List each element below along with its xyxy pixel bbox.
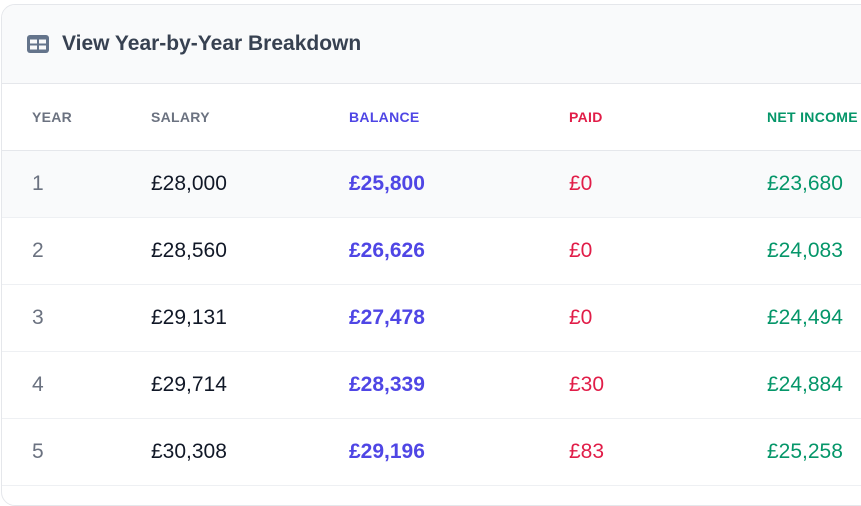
year-cell: 2	[32, 238, 44, 262]
net-income-cell: £24,884	[767, 372, 843, 396]
year-cell: 5	[32, 439, 44, 463]
year-cell: 1	[32, 171, 44, 195]
paid-cell: £83	[569, 439, 605, 463]
table-header-row: YEAR SALARY BALANCE PAID NET INCOME	[2, 84, 861, 150]
table-row: 3 £29,131 £27,478 £0 £24,494	[2, 284, 861, 351]
column-header-paid: PAID	[569, 108, 603, 125]
balance-cell: £25,800	[349, 171, 425, 195]
balance-cell: £27,478	[349, 305, 425, 329]
balance-cell: £28,339	[349, 372, 425, 396]
table-row: 2 £28,560 £26,626 £0 £24,083	[2, 217, 861, 284]
salary-cell: £30,308	[151, 439, 227, 463]
breakdown-title: View Year-by-Year Breakdown	[62, 32, 362, 55]
year-cell: 3	[32, 305, 44, 329]
paid-cell: £0	[569, 171, 593, 195]
table-row: 4 £29,714 £28,339 £30 £24,884	[2, 351, 861, 418]
column-header-salary: SALARY	[151, 108, 210, 125]
salary-cell: £28,560	[151, 238, 227, 262]
net-income-cell: £24,494	[767, 305, 843, 329]
breakdown-toggle[interactable]: View Year-by-Year Breakdown	[2, 5, 861, 84]
net-income-cell: £23,680	[767, 171, 843, 195]
column-header-balance: BALANCE	[349, 108, 420, 125]
breakdown-table: YEAR SALARY BALANCE PAID NET INCOME 1 £2…	[2, 84, 861, 486]
table-row: 5 £30,308 £29,196 £83 £25,258	[2, 418, 861, 485]
year-cell: 4	[32, 372, 44, 396]
breakdown-card: View Year-by-Year Breakdown YEAR SALARY …	[1, 4, 861, 506]
table-icon	[26, 34, 50, 54]
net-income-cell: £24,083	[767, 238, 843, 262]
salary-cell: £28,000	[151, 171, 227, 195]
column-header-year: YEAR	[32, 108, 73, 125]
paid-cell: £0	[569, 305, 593, 329]
paid-cell: £0	[569, 238, 593, 262]
paid-cell: £30	[569, 372, 605, 396]
table-row: 1 £28,000 £25,800 £0 £23,680	[2, 150, 861, 217]
net-income-cell: £25,258	[767, 439, 843, 463]
salary-cell: £29,131	[151, 305, 227, 329]
salary-cell: £29,714	[151, 372, 227, 396]
balance-cell: £29,196	[349, 439, 425, 463]
column-header-net-income: NET INCOME	[767, 108, 858, 125]
balance-cell: £26,626	[349, 238, 425, 262]
